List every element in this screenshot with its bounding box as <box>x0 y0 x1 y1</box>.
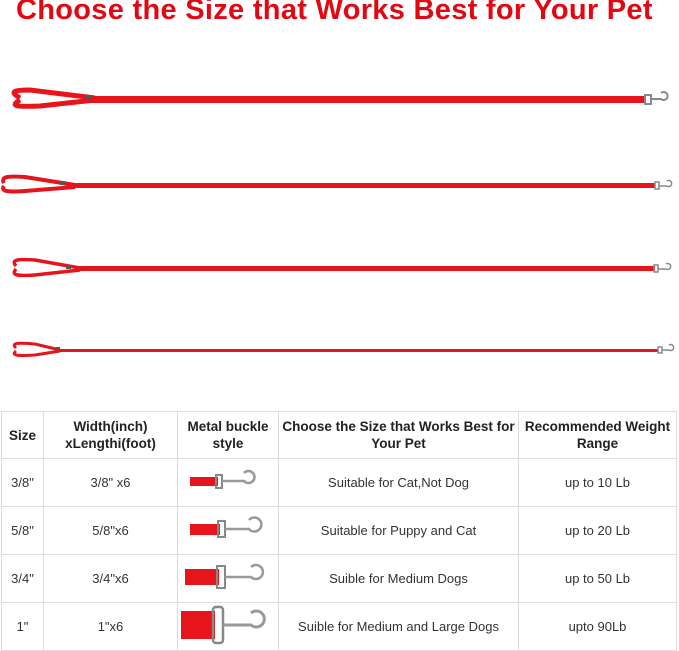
cell-use: Suitable for Puppy and Cat <box>278 506 519 555</box>
header-buckle: Metal buckle style <box>177 411 279 459</box>
cell-use: Suitable for Cat,Not Dog <box>278 458 519 507</box>
table-row: 1" 1"x6 Suible for Medium and Large Dogs… <box>1 602 677 651</box>
cell-weight: up to 50 Lb <box>518 554 677 603</box>
leash-illustrations <box>1 87 675 357</box>
cell-dims: 3/4"x6 <box>43 554 178 603</box>
table-row: 3/4" 3/4"x6 Suible for Medium Dogs up to… <box>1 554 677 603</box>
cell-dims: 1"x6 <box>43 602 178 651</box>
header-dimensions: Width(inch) xLengthi(foot) <box>43 411 178 459</box>
cell-size: 3/4" <box>1 554 44 603</box>
leash-clip-icon <box>657 343 675 354</box>
table-header-row: Size Width(inch) xLengthi(foot) Metal bu… <box>1 411 677 459</box>
leash-clip-icon <box>653 262 672 273</box>
leash-clip-icon <box>190 516 263 538</box>
leash-clip-icon <box>644 91 669 105</box>
header-use: Choose the Size that Works Best for Your… <box>278 411 519 459</box>
header-weight: Recommended Weight Range <box>518 411 677 459</box>
leash-medium <box>12 257 672 278</box>
cell-buckle <box>177 458 279 507</box>
cell-buckle <box>177 506 279 555</box>
leash-medium-large <box>1 174 673 194</box>
page-title: Choose the Size that Works Best for Your… <box>16 0 653 26</box>
cell-use: Suible for Medium and Large Dogs <box>278 602 519 651</box>
leash-small <box>12 341 675 357</box>
header-size: Size <box>1 411 44 459</box>
table-row: 5/8" 5/8"x6 Suitable for Puppy and Cat u… <box>1 506 677 555</box>
cell-buckle <box>177 554 279 603</box>
cell-dims: 3/8" x6 <box>43 458 178 507</box>
cell-size: 3/8" <box>1 458 44 507</box>
cell-weight: up to 20 Lb <box>518 506 677 555</box>
cell-size: 5/8" <box>1 506 44 555</box>
cell-use: Suible for Medium Dogs <box>278 554 519 603</box>
cell-weight: up to 10 Lb <box>518 458 677 507</box>
cell-size: 1" <box>1 602 44 651</box>
leash-clip-icon <box>185 563 265 589</box>
cell-weight: upto 90Lb <box>518 602 677 651</box>
leash-clip-icon <box>190 469 256 489</box>
cell-buckle <box>177 602 279 651</box>
size-table: Size Width(inch) xLengthi(foot) Metal bu… <box>1 411 677 651</box>
leash-large <box>11 87 669 109</box>
leash-clip-icon <box>654 179 673 190</box>
leash-clip-icon <box>181 605 266 645</box>
cell-dims: 5/8"x6 <box>43 506 178 555</box>
table-row: 3/8" 3/8" x6 Suitable for Cat,Not Dog up… <box>1 458 677 507</box>
